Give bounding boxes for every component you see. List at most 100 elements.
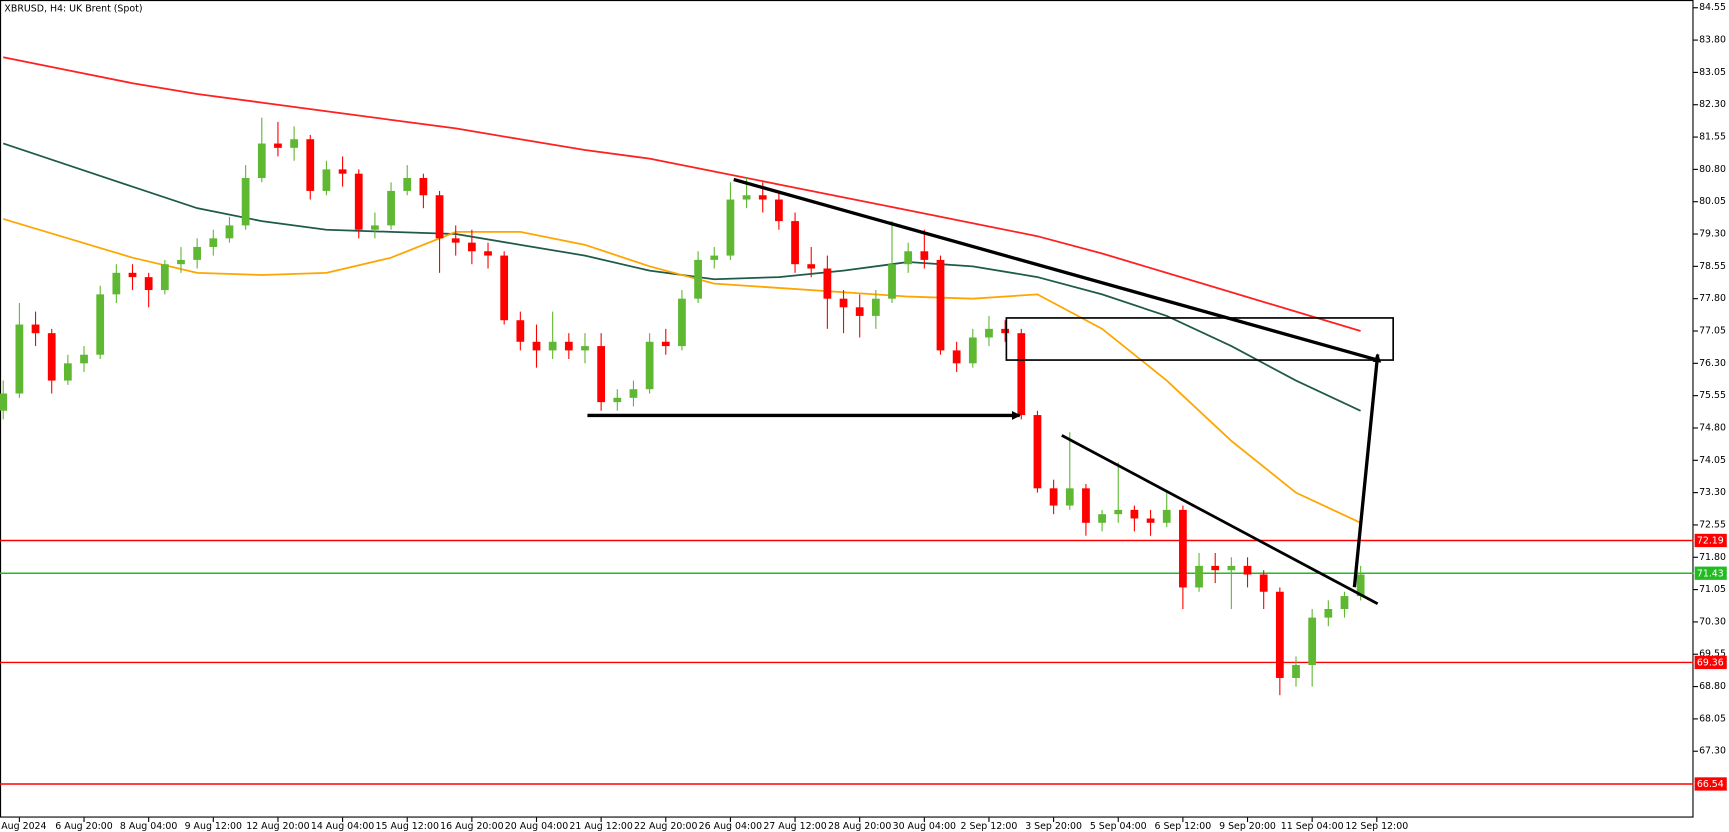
y-tick-label: 75.55: [1699, 390, 1726, 401]
candle-body: [1162, 509, 1171, 523]
moving-average: [2, 218, 1361, 524]
trend-line: [733, 177, 1379, 362]
x-tick-label: 16 Aug 20:00: [440, 821, 503, 832]
candle-body: [936, 259, 945, 351]
candle-body: [597, 346, 606, 403]
candle-body: [629, 389, 638, 398]
y-tick-label: 71.80: [1699, 552, 1726, 563]
y-tick-label: 74.80: [1699, 422, 1726, 433]
candle-body: [1324, 608, 1333, 618]
candle-body: [225, 225, 234, 239]
candle-body: [678, 298, 686, 347]
chart-title: XBRUSD, H4: UK Brent (Spot): [4, 3, 142, 14]
y-tick-label: 82.30: [1699, 99, 1726, 110]
candle-body: [1211, 565, 1220, 571]
candle-body: [160, 264, 169, 291]
x-tick-label: 9 Sep 20:00: [1219, 821, 1276, 832]
x-tick-label: 21 Aug 12:00: [569, 821, 632, 832]
arrow: [1352, 353, 1382, 588]
x-tick-label: 22 Aug 20:00: [634, 821, 697, 832]
x-tick-label: 5 Aug 2024: [0, 821, 47, 832]
x-tick-label: 30 Aug 04:00: [893, 821, 956, 832]
y-tick-label: 67.30: [1699, 746, 1726, 757]
x-tick-label: 9 Aug 12:00: [185, 821, 242, 832]
candle-body: [1049, 488, 1058, 506]
candle-body: [1017, 333, 1026, 416]
candle-body: [548, 341, 557, 351]
candle-body: [467, 242, 476, 252]
x-tick-label: 5 Sep 04:00: [1090, 821, 1147, 832]
candle-body: [193, 246, 202, 260]
candle-body: [1130, 509, 1139, 519]
y-tick-label: 78.55: [1699, 261, 1726, 272]
candle-body: [775, 199, 783, 222]
x-tick-label: 12 Sep 12:00: [1345, 821, 1408, 832]
candle-body: [661, 341, 670, 347]
candle-body: [985, 328, 993, 338]
x-tick-label: 12 Aug 20:00: [246, 821, 309, 832]
candle-body: [1065, 488, 1074, 506]
y-tick-label: 84.55: [1699, 2, 1726, 13]
x-tick-label: 2 Sep 12:00: [961, 821, 1018, 832]
candle-body: [1098, 514, 1106, 523]
y-tick-label: 68.80: [1699, 681, 1726, 692]
candle-body: [338, 169, 347, 174]
y-tick-label: 77.80: [1699, 293, 1726, 304]
candle-body: [96, 294, 105, 355]
candle-body: [128, 272, 137, 278]
candle-body: [306, 139, 315, 191]
candle-body: [1001, 328, 1010, 334]
candle-body: [1227, 565, 1236, 571]
candle-body: [354, 173, 363, 230]
candle-body: [645, 341, 654, 390]
candle-body: [613, 397, 622, 403]
candle-body: [1033, 415, 1042, 489]
trend-line: [1061, 434, 1379, 606]
y-tick-label: 73.30: [1699, 487, 1726, 498]
y-tick-label: 83.80: [1699, 35, 1726, 46]
price-level-tag: [1694, 655, 1727, 670]
candle-body: [791, 221, 799, 265]
candle-body: [516, 320, 525, 342]
candle-body: [839, 298, 848, 308]
candle-body: [871, 298, 880, 316]
candle-body: [371, 225, 379, 230]
y-tick-label: 77.05: [1699, 326, 1726, 337]
y-tick-label: 80.05: [1699, 196, 1726, 207]
candle-body: [1340, 596, 1349, 609]
x-tick-label: 6 Sep 12:00: [1154, 821, 1211, 832]
x-tick-label: 3 Sep 20:00: [1025, 821, 1082, 832]
plot-frame: [0, 0, 1694, 818]
y-tick-label: 74.05: [1699, 455, 1726, 466]
candle-body: [484, 251, 492, 256]
x-tick-label: 6 Aug 20:00: [55, 821, 112, 832]
price-level-tag: [1694, 566, 1727, 580]
target-zone: [1005, 317, 1395, 361]
y-tick-label: 81.55: [1699, 132, 1726, 143]
x-tick-label: 27 Aug 12:00: [763, 821, 826, 832]
x-tick-label: 20 Aug 04:00: [505, 821, 568, 832]
candle-body: [1356, 574, 1365, 597]
y-tick-label: 71.05: [1699, 584, 1726, 595]
candle-body: [710, 255, 719, 260]
candle-body: [920, 251, 929, 260]
candle-body: [726, 199, 735, 256]
candle-body: [387, 190, 395, 226]
candle-body: [80, 354, 88, 364]
candle-body: [1114, 509, 1123, 515]
candle-body: [1275, 591, 1284, 678]
x-tick-label: 26 Aug 04:00: [699, 821, 762, 832]
y-tick-label: 68.05: [1699, 713, 1726, 724]
candle-body: [807, 264, 816, 269]
y-tick-label: 72.55: [1699, 519, 1726, 530]
candle-body: [855, 307, 864, 316]
annotations: [587, 177, 1395, 606]
candle-body: [1082, 488, 1090, 523]
price-level-tag: [1694, 777, 1727, 791]
candle-body: [403, 178, 412, 191]
y-tick-label: 69.55: [1699, 649, 1726, 660]
candle-body: [758, 195, 767, 200]
candle-body: [451, 238, 460, 243]
candle-body: [1146, 518, 1155, 523]
